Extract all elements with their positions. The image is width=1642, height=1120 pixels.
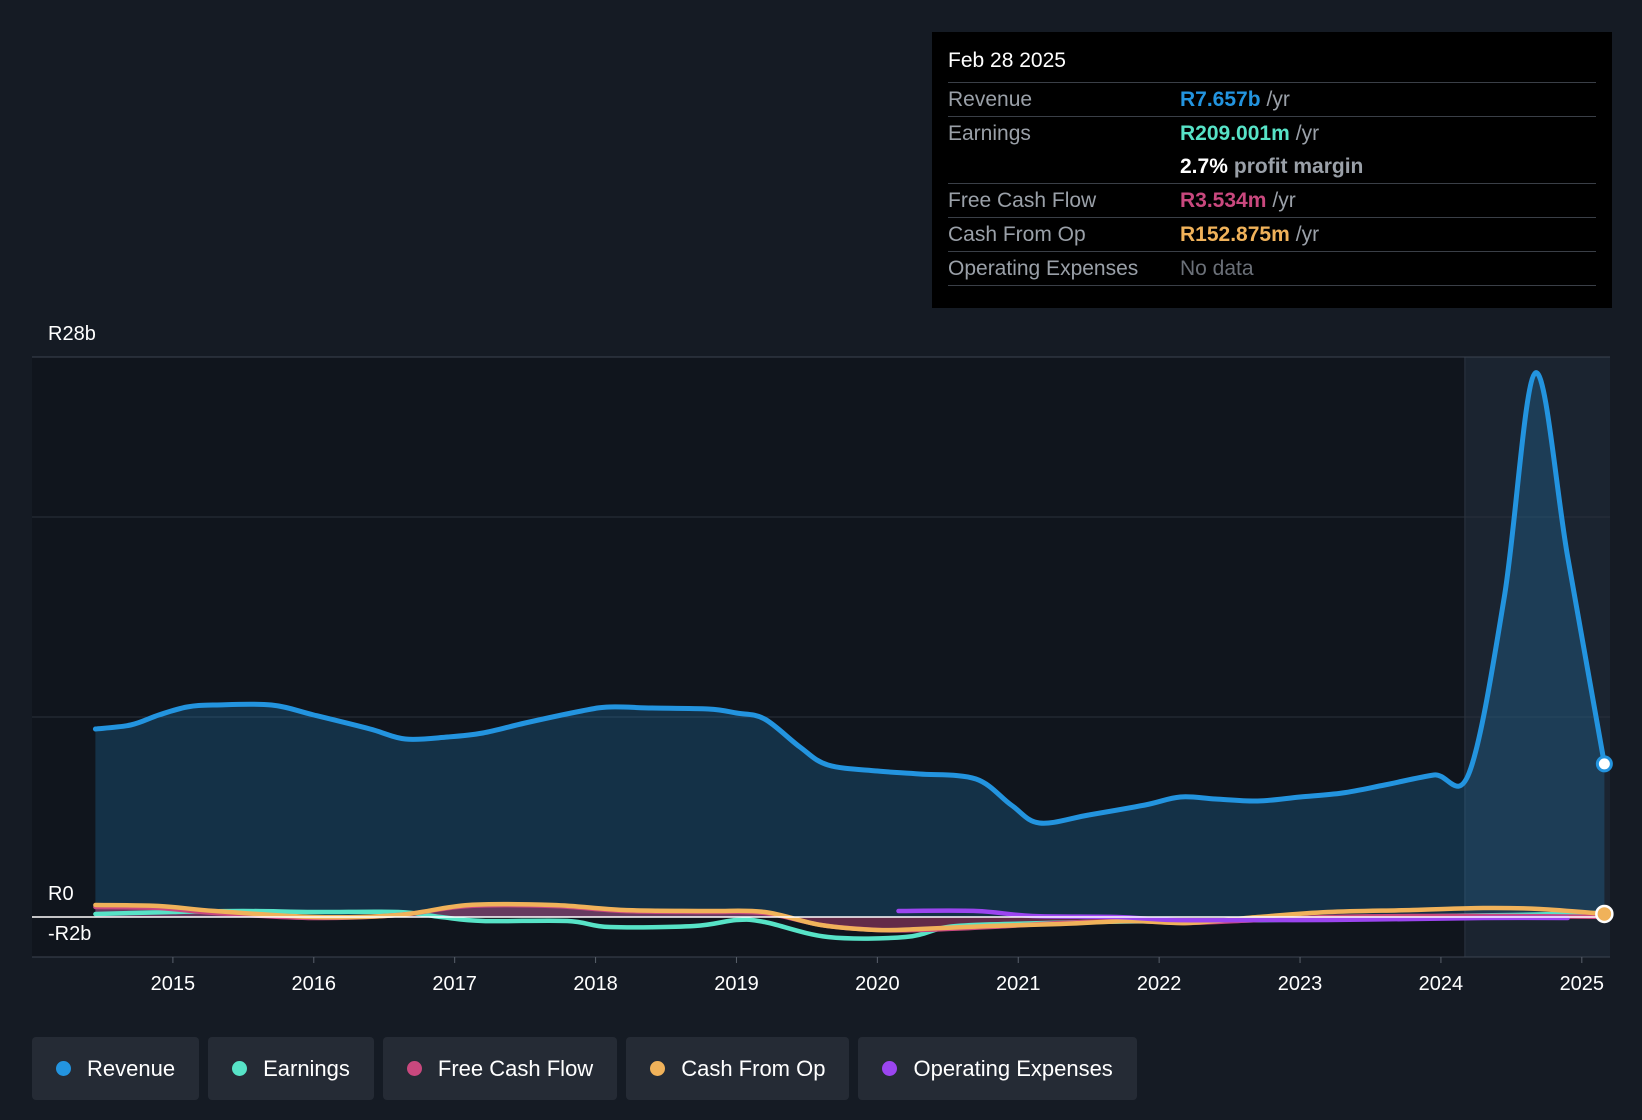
revenue-area <box>95 372 1605 917</box>
legend-item-free-cash-flow[interactable]: Free Cash Flow <box>382 1037 618 1100</box>
free-cash-flow-area <box>95 905 1605 931</box>
tooltip-label: Cash From Op <box>948 223 1086 246</box>
legend-item-earnings[interactable]: Earnings <box>208 1037 374 1100</box>
y-axis-top-label: R28b <box>48 323 96 345</box>
x-tick-label: 2016 <box>292 973 337 995</box>
legend-label: Free Cash Flow <box>437 1055 594 1081</box>
operating-expenses-line <box>896 908 1570 923</box>
tooltip-label: Earnings <box>948 122 1031 145</box>
tooltip-label: Free Cash Flow <box>948 189 1097 212</box>
tooltip-row-revenue: Revenue R7.657b/yr <box>948 83 1596 117</box>
y-axis-bottom-label: -R2b <box>48 923 91 945</box>
x-tick-label: 2019 <box>714 973 759 995</box>
tooltip-row-cash-from-op: Cash From Op R152.875m/yr <box>948 218 1596 252</box>
x-tick-label: 2024 <box>1419 973 1464 995</box>
tooltip-value: R3.534m <box>1180 189 1267 212</box>
legend: Revenue Earnings Free Cash Flow Cash Fro… <box>32 1037 1137 1100</box>
legend-dot-icon <box>650 1061 666 1076</box>
legend-item-operating-expenses[interactable]: Operating Expenses <box>858 1037 1137 1100</box>
tooltip-value: 2.7% <box>1180 155 1228 178</box>
tooltip-label: Revenue <box>948 88 1033 111</box>
legend-label: Operating Expenses <box>913 1055 1113 1081</box>
legend-label: Earnings <box>263 1055 350 1081</box>
series-lines <box>32 370 1610 941</box>
legend-dot-icon <box>406 1061 422 1076</box>
tooltip-value: R7.657b <box>1180 88 1261 111</box>
tooltip-row-operating-expenses: Operating Expenses No data <box>948 252 1596 286</box>
legend-item-cash-from-op[interactable]: Cash From Op <box>626 1037 850 1100</box>
tooltip-date: Feb 28 2025 <box>948 46 1596 83</box>
x-axis-ticks: 2015 2016 2017 2018 2019 2020 2021 2022 2023 2024… <box>151 957 1604 995</box>
x-tick-label: 2021 <box>996 973 1041 995</box>
tooltip-row-profit-margin: 2.7% profit margin <box>948 150 1596 184</box>
legend-dot-icon <box>232 1061 248 1076</box>
tooltip-value: No data <box>1180 257 1254 280</box>
x-tick-label: 2025 <box>1560 973 1605 995</box>
end-markers <box>1595 755 1614 924</box>
x-tick-label: 2017 <box>432 973 477 995</box>
revenue-line <box>92 370 1607 826</box>
tooltip: Feb 28 2025 Revenue R7.657b/yr Earnings … <box>932 32 1612 308</box>
legend-label: Cash From Op <box>681 1055 826 1081</box>
y-axis-zero-label: R0 <box>48 883 74 905</box>
tooltip-unit: /yr <box>1266 88 1290 111</box>
gridlines <box>32 356 1610 958</box>
legend-dot-icon <box>56 1061 71 1076</box>
tooltip-unit: profit margin <box>1233 155 1364 178</box>
legend-dot-icon <box>882 1061 898 1076</box>
cash-from-op-end-marker <box>1595 904 1614 924</box>
tooltip-row-free-cash-flow: Free Cash Flow R3.534m/yr <box>948 184 1596 218</box>
tooltip-label <box>948 150 1180 183</box>
x-tick-label: 2020 <box>855 973 900 995</box>
x-tick-label: 2022 <box>1137 973 1182 995</box>
x-tick-label: 2023 <box>1278 973 1323 995</box>
tooltip-value: R152.875m <box>1180 223 1290 246</box>
x-tick-label: 2015 <box>151 973 196 995</box>
revenue-end-marker <box>1595 755 1613 773</box>
tooltip-unit: /yr <box>1272 189 1296 212</box>
legend-label: Revenue <box>87 1055 176 1081</box>
tooltip-row-earnings: Earnings R209.001m/yr <box>948 117 1596 150</box>
tooltip-unit: /yr <box>1295 223 1320 246</box>
x-tick-label: 2018 <box>573 973 618 995</box>
series-areas <box>95 372 1605 931</box>
tooltip-label: Operating Expenses <box>948 257 1139 280</box>
tooltip-unit: /yr <box>1295 122 1320 145</box>
plot-background <box>32 357 1610 957</box>
tooltip-value: R209.001m <box>1180 122 1290 145</box>
legend-item-revenue[interactable]: Revenue <box>32 1037 200 1100</box>
